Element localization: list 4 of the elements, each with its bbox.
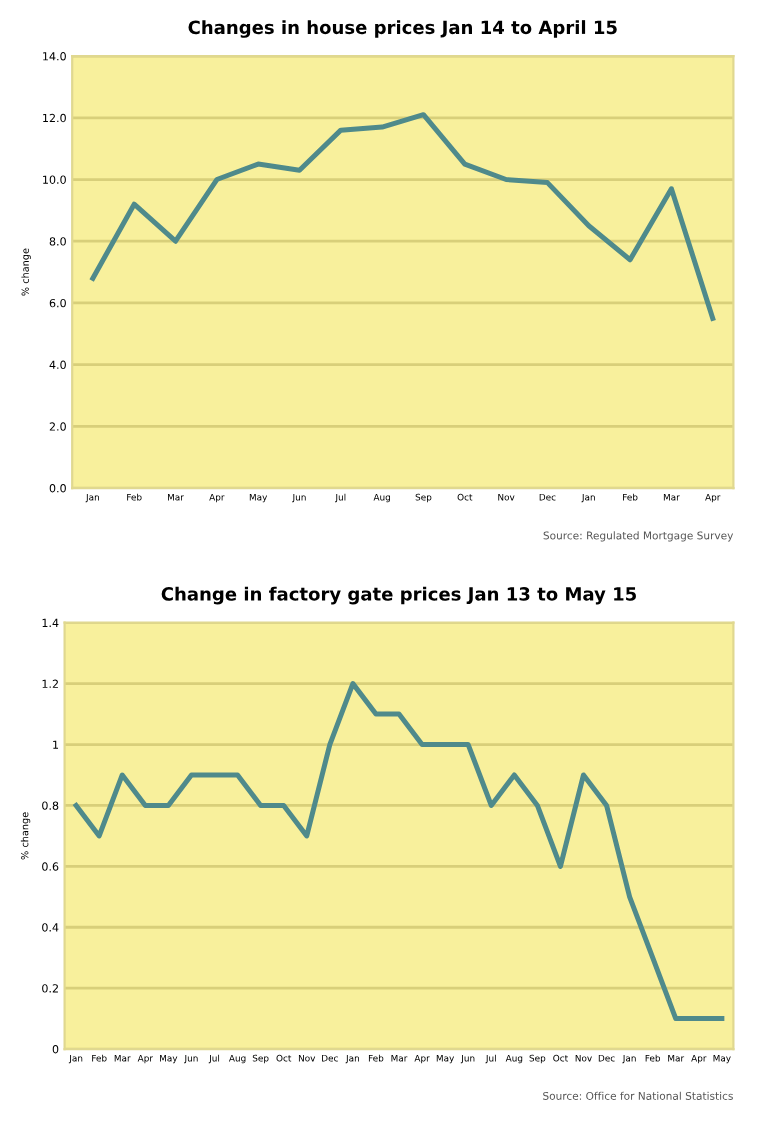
chart-title: Change in factory gate prices Jan 13 to May 15 xyxy=(161,586,636,605)
line-series xyxy=(73,681,725,1022)
chart-title: Changes in house prices Jan 14 to April 15 xyxy=(188,20,617,38)
line-series xyxy=(90,112,716,321)
